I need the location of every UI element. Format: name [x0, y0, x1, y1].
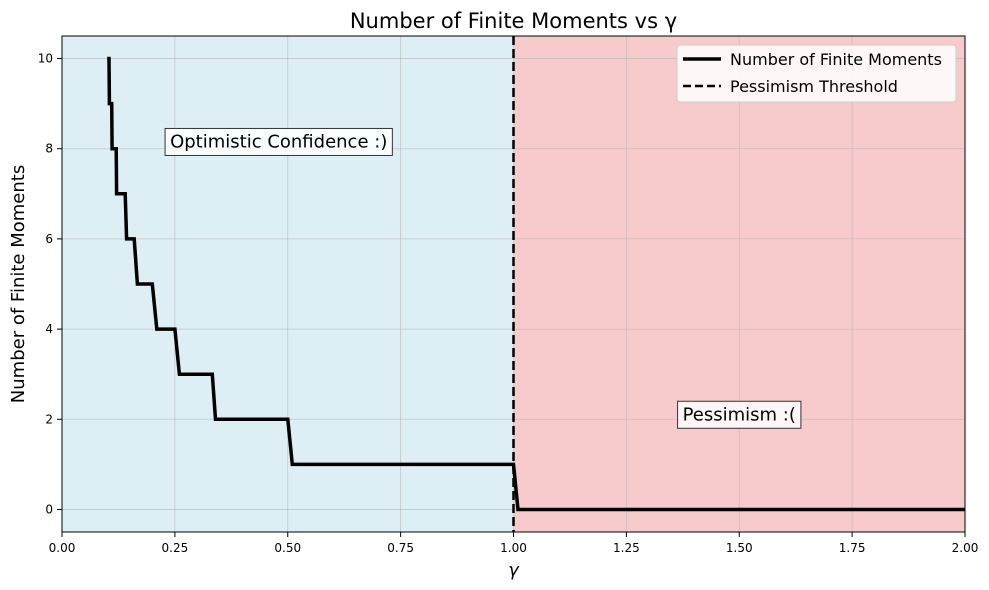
x-tick-label-6: 1.50 — [726, 541, 753, 555]
y-tick-label-5: 10 — [38, 52, 53, 66]
x-tick-label-8: 2.00 — [952, 541, 979, 555]
annotation-text-1: Pessimism :( — [683, 404, 796, 425]
series-lines — [107, 36, 965, 532]
annotations: Optimistic Confidence :) Pessimism :( — [164, 127, 802, 429]
legend: Number of Finite Moments Pessimism Thresh… — [676, 44, 957, 103]
y-axis-ticks: 0 2 4 6 8 10 — [38, 52, 62, 516]
y-tick-label-0: 0 — [45, 502, 53, 516]
annotation-text-0: Optimistic Confidence :) — [170, 131, 387, 152]
chart-title: Number of Finite Moments vs γ — [350, 9, 677, 33]
legend-label-0: Number of Finite Moments — [730, 50, 942, 69]
annotation-1: Pessimism :( — [677, 400, 802, 429]
x-tick-label-0: 0.00 — [49, 541, 76, 555]
annotation-box-0 — [164, 127, 393, 156]
annotation-box-1 — [677, 400, 802, 429]
x-axis-ticks: 0.00 0.25 0.50 0.75 1.00 1.25 1.50 1.75 2.00 — [49, 532, 979, 555]
y-tick-label-3: 6 — [45, 232, 53, 246]
y-axis-label: Number of Finite Moments — [8, 165, 29, 403]
x-tick-label-7: 1.75 — [839, 541, 866, 555]
legend-box — [676, 44, 957, 103]
legend-label-1: Pessimism Threshold — [730, 77, 898, 96]
x-tick-label-2: 0.50 — [274, 541, 301, 555]
x-tick-label-4: 1.00 — [500, 541, 527, 555]
y-tick-label-4: 8 — [45, 142, 53, 156]
x-tick-label-1: 0.25 — [162, 541, 189, 555]
x-tick-label-3: 0.75 — [387, 541, 414, 555]
y-tick-label-2: 4 — [45, 322, 53, 336]
annotation-0: Optimistic Confidence :) — [164, 127, 393, 156]
y-tick-label-1: 2 — [45, 412, 53, 426]
x-tick-label-5: 1.25 — [613, 541, 640, 555]
x-axis-label: γ — [508, 560, 520, 581]
series-line-0 — [107, 56, 965, 512]
